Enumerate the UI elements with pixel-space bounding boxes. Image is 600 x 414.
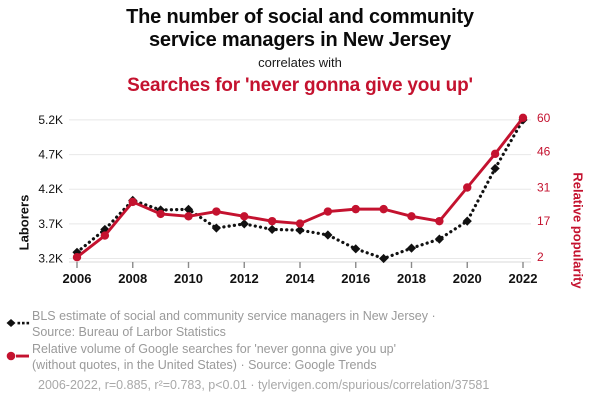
legend-item-red-series: Relative volume of Google searches for '… xyxy=(6,342,600,373)
legend-label-black: BLS estimate of social and community ser… xyxy=(32,309,436,340)
legend-item-black-series: BLS estimate of social and community ser… xyxy=(6,309,600,340)
svg-text:60: 60 xyxy=(537,111,551,125)
circle-solid-marker-icon xyxy=(6,342,32,366)
chart-legend: BLS estimate of social and community ser… xyxy=(0,309,600,394)
svg-text:4.7K: 4.7K xyxy=(38,148,63,162)
svg-text:46: 46 xyxy=(537,144,551,158)
svg-text:4.2K: 4.2K xyxy=(38,182,63,196)
svg-text:2020: 2020 xyxy=(453,271,482,286)
svg-text:2008: 2008 xyxy=(118,271,147,286)
page-title: The number of social and community servi… xyxy=(0,6,600,52)
svg-text:3.2K: 3.2K xyxy=(38,252,63,266)
chart-plot-area: Laborers Relative popularity 3.2K 3.7K 4.2… xyxy=(0,103,600,303)
svg-text:17: 17 xyxy=(537,214,551,228)
title-connector: correlates with xyxy=(258,55,342,70)
title-subject-red: Searches for 'never gonna give you up' xyxy=(127,75,473,96)
title-line-1: The number of social and community xyxy=(126,6,474,28)
diamond-dotted-marker-icon xyxy=(6,309,32,333)
y-axis-right-title: Relative popularity xyxy=(570,172,586,289)
stats-source-footer: 2006-2022, r=0.885, r²=0.783, p<0.01 · t… xyxy=(38,378,490,392)
title-line-2: service managers in New Jersey xyxy=(149,29,451,51)
svg-text:31: 31 xyxy=(537,181,551,195)
svg-text:3.7K: 3.7K xyxy=(38,217,63,231)
legend-black-line-1: BLS estimate of social and community ser… xyxy=(32,309,436,323)
svg-text:2006: 2006 xyxy=(63,271,92,286)
legend-black-line-2: Source: Bureau of Larbor Statistics xyxy=(32,324,226,339)
correlation-line-chart: 3.2K 3.7K 4.2K 4.7K 5.2K 2 17 31 46 60 2006 2008 201… xyxy=(38,111,551,286)
chart-title-block: The number of social and community servi… xyxy=(0,0,600,97)
svg-text:2016: 2016 xyxy=(341,271,370,286)
svg-text:2010: 2010 xyxy=(174,271,203,286)
legend-red-line-1: Relative volume of Google searches for '… xyxy=(32,342,397,356)
svg-text:5.2K: 5.2K xyxy=(38,113,63,127)
legend-red-line-2: (without quotes, in the United States) ·… xyxy=(32,357,377,372)
svg-text:2022: 2022 xyxy=(509,271,538,286)
svg-text:2012: 2012 xyxy=(230,271,259,286)
svg-text:2018: 2018 xyxy=(397,271,426,286)
legend-label-red: Relative volume of Google searches for '… xyxy=(32,342,396,373)
svg-text:2014: 2014 xyxy=(286,271,316,286)
svg-text:2: 2 xyxy=(537,250,544,264)
y-axis-left-title: Laborers xyxy=(16,194,32,251)
